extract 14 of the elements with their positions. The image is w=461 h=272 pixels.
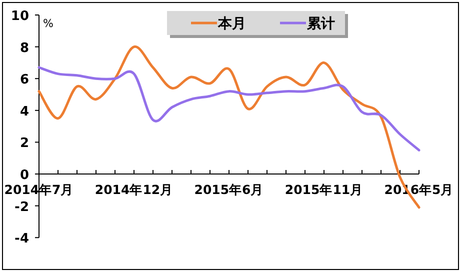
y-tick-label: -2 bbox=[14, 200, 29, 215]
y-tick-label: 4 bbox=[20, 104, 29, 120]
y-tick-label: 6 bbox=[20, 72, 29, 88]
y-tick-label: 8 bbox=[20, 40, 29, 56]
legend-label: 本月 bbox=[217, 16, 246, 32]
y-axis-title: % bbox=[43, 17, 54, 30]
x-tick-label: 2014年12月 bbox=[94, 182, 174, 197]
legend-label: 累计 bbox=[306, 16, 335, 32]
y-tick-label: 0 bbox=[20, 168, 29, 183]
x-tick-label: 2015年6月 bbox=[194, 182, 264, 197]
y-tick-label: 10 bbox=[10, 9, 29, 24]
y-tick-label: 2 bbox=[20, 136, 29, 152]
y-tick-label: -4 bbox=[14, 232, 29, 247]
x-tick-label: 2015年11月 bbox=[284, 182, 364, 197]
